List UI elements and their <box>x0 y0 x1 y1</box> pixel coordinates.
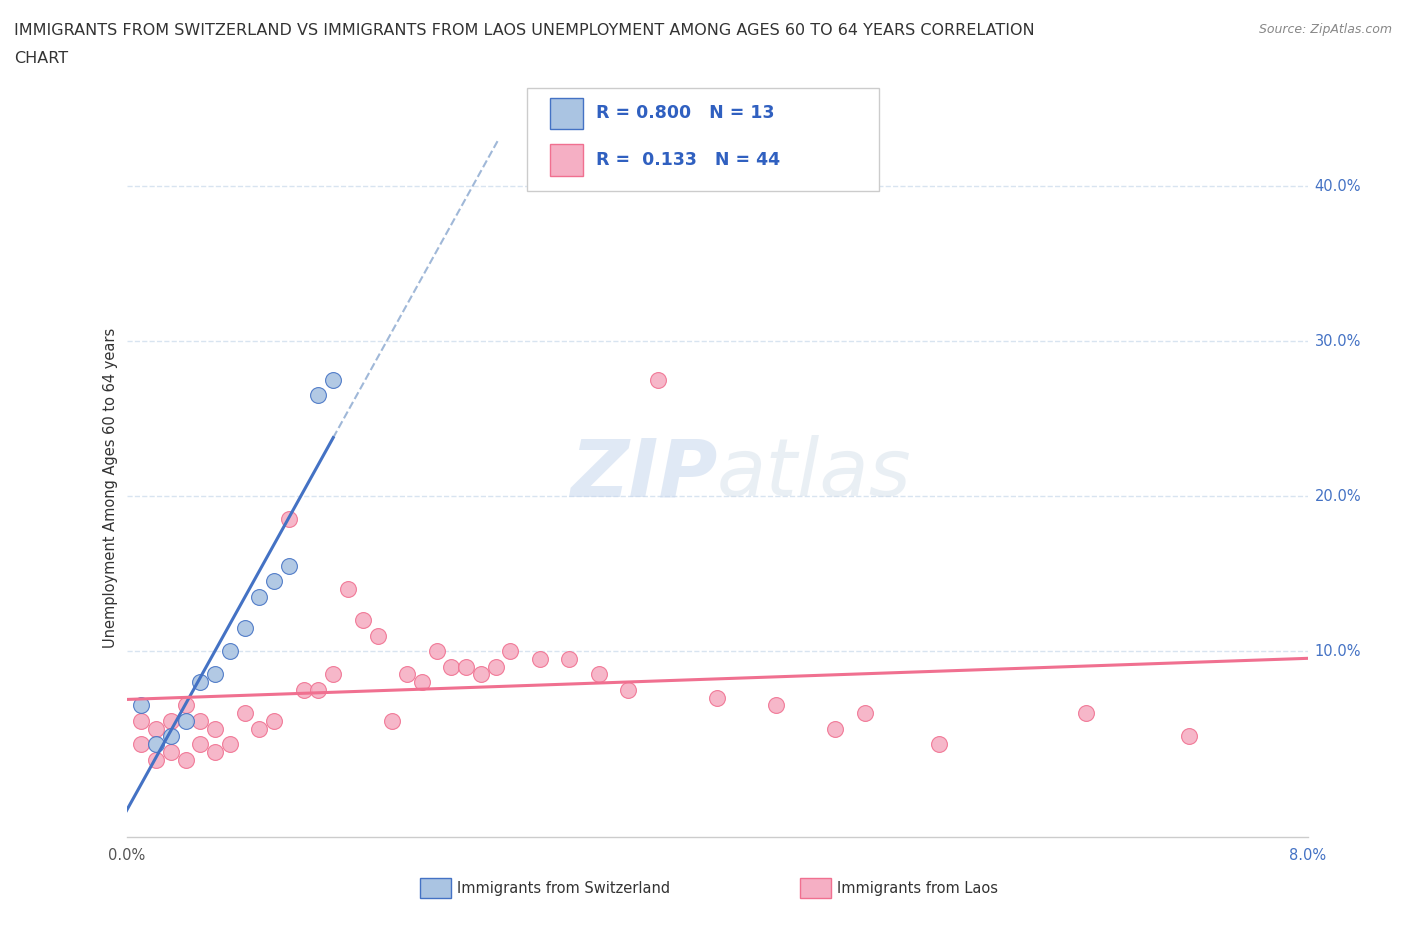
Point <box>219 644 242 658</box>
Point <box>411 674 433 689</box>
Point <box>233 620 256 635</box>
Point <box>247 721 270 736</box>
Point <box>160 744 183 759</box>
Text: Source: ZipAtlas.com: Source: ZipAtlas.com <box>1258 23 1392 36</box>
Point <box>470 667 492 682</box>
Point <box>204 721 226 736</box>
Point <box>204 744 226 759</box>
Point <box>928 737 950 751</box>
Text: 0.0%: 0.0% <box>108 848 145 863</box>
Point <box>292 683 315 698</box>
Text: ZIP: ZIP <box>569 435 717 513</box>
Point <box>129 737 153 751</box>
Text: Immigrants from Laos: Immigrants from Laos <box>837 881 998 896</box>
Point <box>706 690 728 705</box>
Y-axis label: Unemployment Among Ages 60 to 64 years: Unemployment Among Ages 60 to 64 years <box>103 328 118 648</box>
Point <box>219 737 242 751</box>
Point <box>129 698 153 712</box>
Text: Immigrants from Switzerland: Immigrants from Switzerland <box>457 881 671 896</box>
Point <box>188 713 211 728</box>
Point <box>188 674 211 689</box>
Point <box>396 667 419 682</box>
Text: 10.0%: 10.0% <box>1315 644 1361 658</box>
Point <box>322 372 344 387</box>
Point <box>1178 729 1201 744</box>
Point <box>160 713 183 728</box>
Point <box>484 659 508 674</box>
Point <box>381 713 404 728</box>
Point <box>352 613 374 628</box>
Point <box>145 737 167 751</box>
Point <box>529 651 551 666</box>
Point <box>174 698 197 712</box>
Point <box>263 713 285 728</box>
Point <box>647 372 669 387</box>
Point <box>145 752 167 767</box>
Point <box>263 574 285 589</box>
Point <box>425 644 447 658</box>
Point <box>174 752 197 767</box>
Point <box>824 721 846 736</box>
Point <box>440 659 463 674</box>
Point <box>853 706 876 721</box>
Point <box>307 388 329 403</box>
Point <box>454 659 477 674</box>
Point <box>204 667 226 682</box>
Point <box>322 667 344 682</box>
Text: 20.0%: 20.0% <box>1315 488 1361 503</box>
Point <box>337 581 360 596</box>
Point <box>129 713 153 728</box>
Point <box>588 667 610 682</box>
Point <box>247 590 270 604</box>
Point <box>160 729 183 744</box>
Point <box>174 713 197 728</box>
Point <box>558 651 581 666</box>
Point <box>1076 706 1098 721</box>
Point <box>233 706 256 721</box>
Text: R =  0.133   N = 44: R = 0.133 N = 44 <box>596 151 780 169</box>
Point <box>765 698 787 712</box>
Text: IMMIGRANTS FROM SWITZERLAND VS IMMIGRANTS FROM LAOS UNEMPLOYMENT AMONG AGES 60 T: IMMIGRANTS FROM SWITZERLAND VS IMMIGRANT… <box>14 23 1035 38</box>
Text: CHART: CHART <box>14 51 67 66</box>
Point <box>145 721 167 736</box>
Point <box>188 737 211 751</box>
Point <box>366 628 388 643</box>
Text: R = 0.800   N = 13: R = 0.800 N = 13 <box>596 104 775 123</box>
Point <box>617 683 640 698</box>
Text: 30.0%: 30.0% <box>1315 334 1361 349</box>
Point <box>499 644 522 658</box>
Text: 8.0%: 8.0% <box>1289 848 1326 863</box>
Text: 40.0%: 40.0% <box>1315 179 1361 193</box>
Point <box>278 558 301 573</box>
Point <box>278 512 301 526</box>
Text: atlas: atlas <box>717 435 912 513</box>
Point <box>307 683 329 698</box>
